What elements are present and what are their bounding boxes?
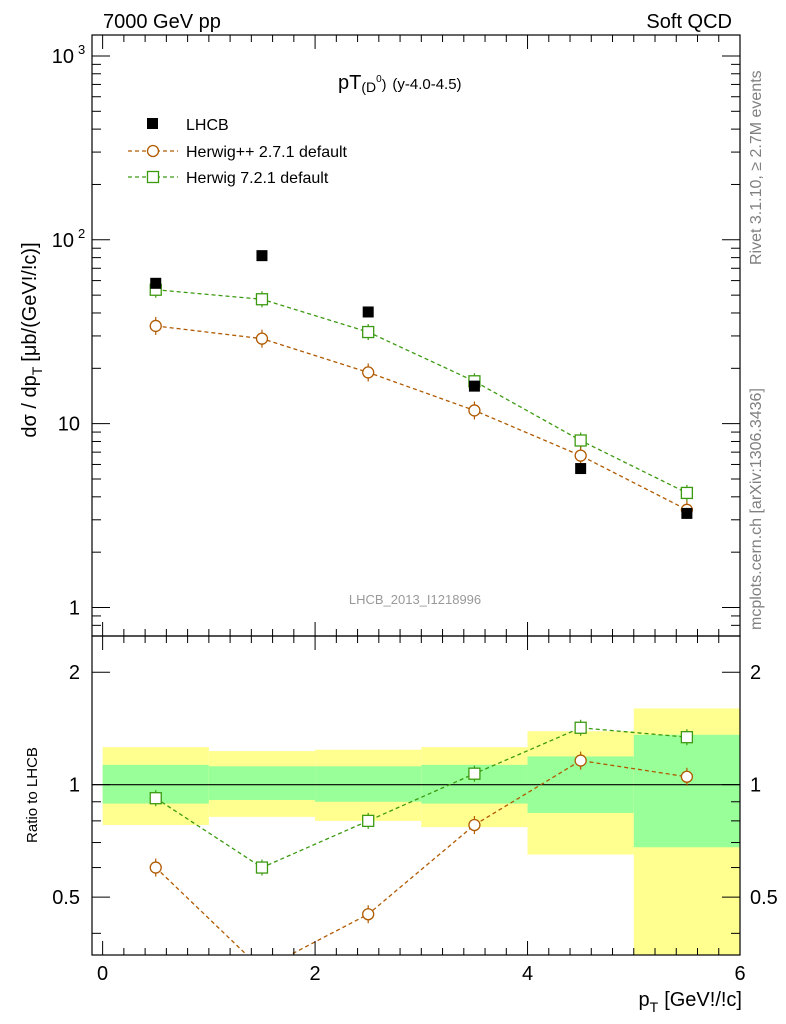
main-herwigpp-line [155,325,688,511]
main-herwig7-point [680,486,694,500]
main-herwig7-point [574,434,587,447]
plot-title-extra: (y-4.0-4.5) [392,76,461,93]
main-lhcb-point [681,507,693,519]
ratio-herwig7-point [149,792,162,805]
main-herwigpp-point [574,449,587,462]
ratio-band-green [208,766,316,800]
main-herwigpp-point [362,366,375,379]
legend-marker-lhcb [147,118,158,129]
main-herwig7-line [155,289,688,494]
ratio-herwig7-line [155,727,687,869]
main-lhcb-point [256,250,268,262]
rivet-version-label: Rivet 3.1.10, ≥ 2.7M events [748,70,765,265]
main-lhcb-point [150,277,162,289]
legend-label-herwig7: Herwig 7.2.1 default [186,170,329,187]
legend-marker-herwig7 [146,170,160,184]
ratio-band-green [633,734,740,848]
ratio-herwigpp-line [155,759,687,955]
main-lhcb-point [362,306,374,318]
ratio-herwig7-series [149,719,694,876]
main-y-tick-label: 10 [52,46,74,68]
x-tick-label: 0 [97,963,108,985]
ratio-plot-frame [91,635,741,956]
ratio-herwigpp-point [680,770,694,783]
legend-label-lhcb: LHCB [186,117,229,134]
main-y-axis-label-sub: T [29,366,45,375]
ratio-herwigpp-point [468,818,481,832]
main-herwigpp-point [255,332,269,345]
ratio-plot-panel [92,708,740,975]
ratio-y-tick-label-left: 0.5 [52,887,80,909]
main-y-tick-label-exponent: 2 [78,226,85,241]
ratio-y-tick-label-right: 1 [750,775,761,797]
legend: LHCB Herwig++ 2.7.1 default Herwig 7.2.1… [128,117,348,187]
main-y-tick-label: 1 [69,598,80,620]
ratio-herwig7-point [680,731,694,744]
mcplots-reference-label: mcplots.cern.ch [arXiv:1306.3436] [748,388,765,630]
ratio-herwigpp-point [574,754,587,767]
ratio-herwig7-point [574,721,587,734]
ratio-y-axis-label: Ratio to LHCB [24,747,41,843]
analysis-id-label: LHCB_2013_I1218996 [349,592,481,607]
ratio-uncertainty-bands [102,708,740,955]
ratio-herwigpp-point [362,908,375,921]
x-axis-label: pT [GeV!/!c] [639,989,743,1015]
main-herwig7-point [362,325,375,339]
main-y-tick-label: 10 [58,414,80,436]
main-y-tick-label-exponent: 3 [78,42,85,57]
ratio-y-tick-label-left: 1 [69,775,80,797]
x-axis-label-unit: [GeV!/!c] [664,989,742,1011]
legend-label-herwigpp: Herwig++ 2.7.1 default [186,144,348,161]
x-axis-label-sub: T [650,999,659,1015]
plot-title-sub: (D [361,79,376,95]
ratio-y-tick-label-left: 2 [69,662,80,684]
main-lhcb-point [468,380,480,392]
ratio-herwig7-point [468,767,481,780]
header-process-label: Soft QCD [646,11,732,33]
main-herwigpp-series [149,316,694,519]
x-tick-label: 6 [734,963,745,985]
plot-title-main: pT [338,72,361,94]
ratio-herwig7-point [255,861,269,874]
plot-title-sup: 0 [376,74,382,85]
x-axis-label-main: p [639,989,650,1011]
main-herwigpp-point [149,319,162,333]
header-energy-label: 7000 GeV pp [103,11,221,33]
legend-marker-herwigpp [146,144,160,158]
ratio-band-green [315,766,422,802]
main-plot-panel [149,250,694,519]
main-y-axis-label-unit: [μb/(GeV!/!c)] [19,242,41,361]
main-y-tick-label: 10 [52,230,74,252]
main-herwigpp-point [468,404,481,417]
ratio-herwigpp-series [149,751,694,975]
x-tick-label: 2 [310,963,321,985]
ratio-y-tick-label-right: 0.5 [750,887,778,909]
main-y-axis-label-main: dσ / dp [19,375,41,437]
main-lhcb-series [150,250,693,519]
main-herwig7-point [255,293,269,306]
ratio-herwigpp-point [256,964,267,975]
axes: 0 2 4 6 1 10 10 2 10 3 0.5 0.5 1 1 2 2 [52,35,778,985]
x-tick-label: 4 [522,963,533,985]
ratio-herwigpp-point [149,861,162,874]
main-lhcb-point [575,463,587,475]
plot-title-close: ) [382,76,387,92]
main-y-axis-label: dσ / dpT [μb/(GeV!/!c)] [19,242,45,437]
ratio-herwig7-point [362,814,375,828]
plot-title: pT(D0) (y-4.0-4.5) [338,72,462,95]
ratio-y-tick-label-right: 2 [750,662,761,684]
